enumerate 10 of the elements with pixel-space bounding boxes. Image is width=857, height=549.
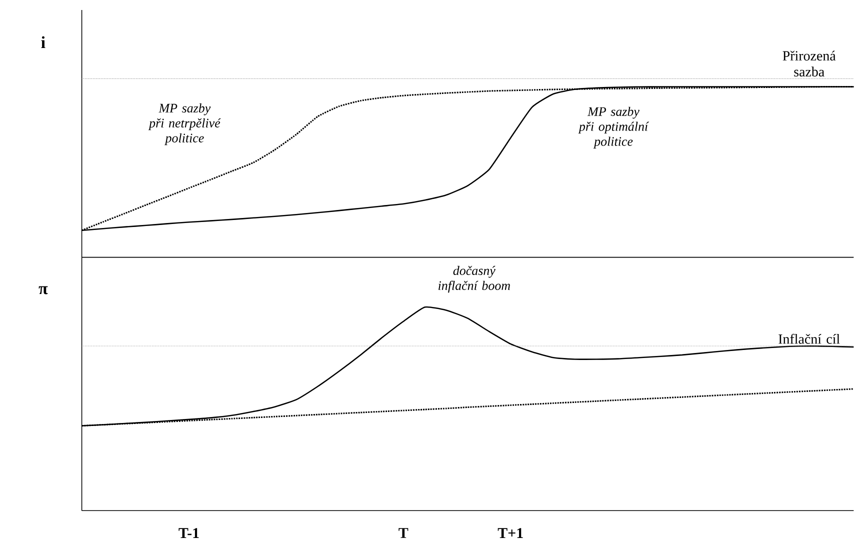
text: dočasný inflační boom bbox=[438, 266, 510, 293]
ref-line-label: Inflační cíl bbox=[778, 334, 840, 344]
annotation: MP sazby při netrpělivé politice bbox=[148, 104, 221, 146]
y-axis-title: i bbox=[41, 36, 46, 48]
ref-line-label: Přirozená sazba bbox=[782, 50, 836, 77]
x-tick-label: T bbox=[398, 528, 408, 538]
x-tick-label: T-1 bbox=[178, 528, 199, 538]
x-tick-label: T+1 bbox=[498, 528, 523, 538]
y-axis-title: π bbox=[38, 286, 48, 294]
annotation: MP sazby při optimální politice bbox=[578, 107, 650, 149]
